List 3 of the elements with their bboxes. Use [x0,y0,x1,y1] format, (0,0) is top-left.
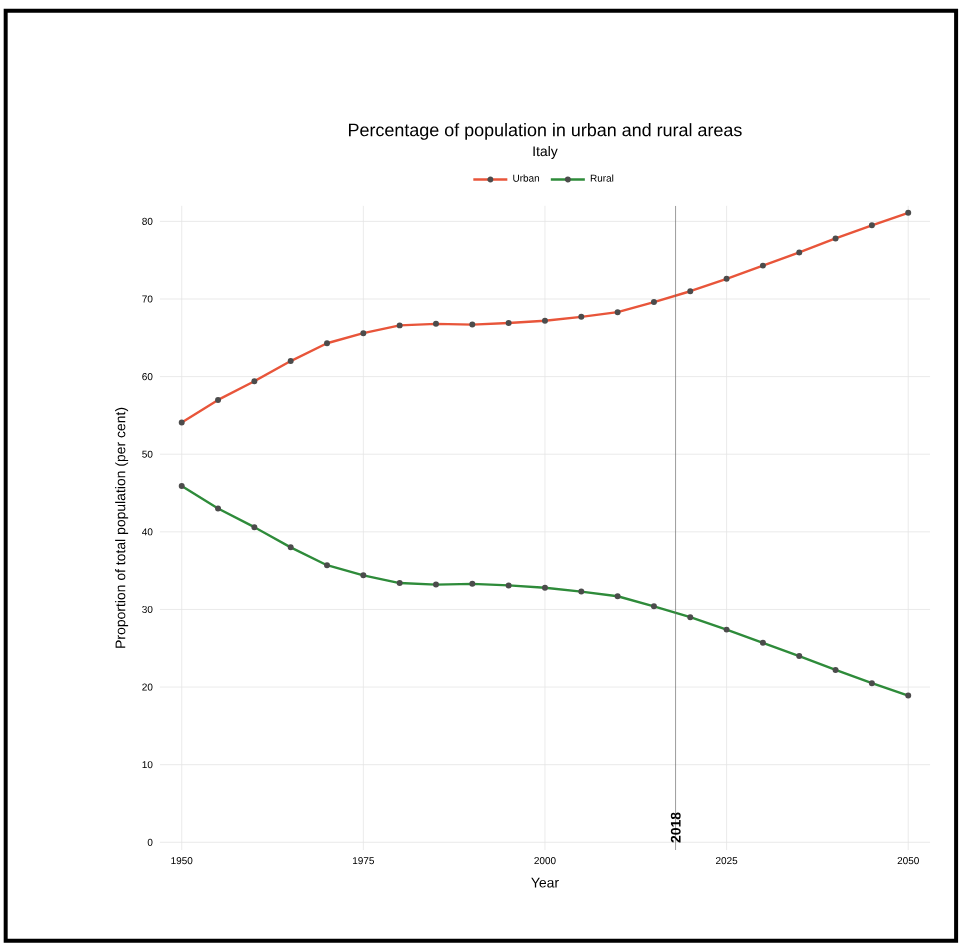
line-series [178,209,912,426]
line-series [178,482,912,699]
chart-title: Percentage of population in urban and rural areas [348,123,742,140]
